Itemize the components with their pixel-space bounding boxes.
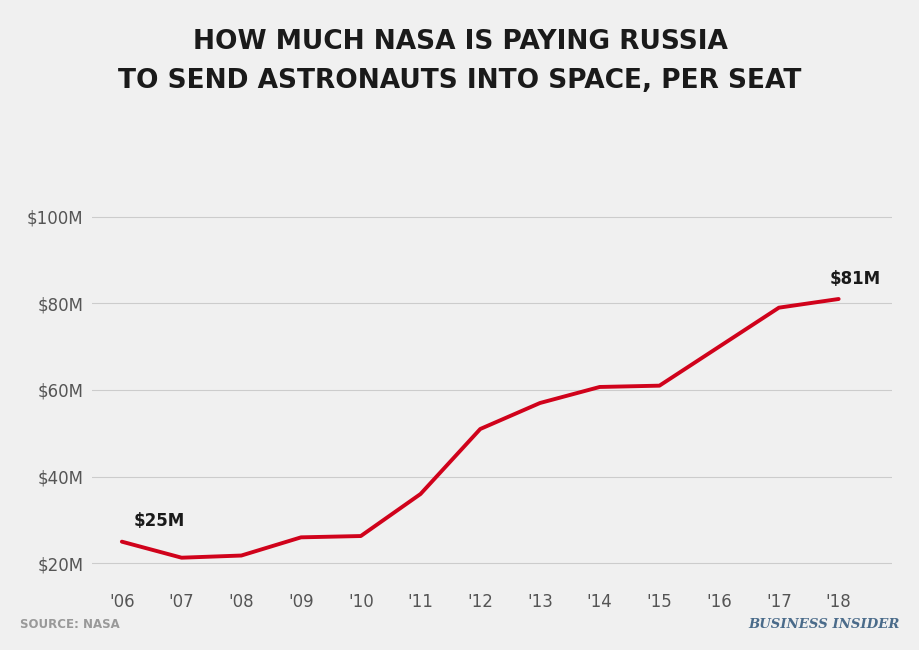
Text: $81M: $81M [829,270,879,288]
Text: HOW MUCH NASA IS PAYING RUSSIA: HOW MUCH NASA IS PAYING RUSSIA [192,29,727,55]
Text: $25M: $25M [133,512,185,530]
Text: SOURCE: NASA: SOURCE: NASA [20,618,119,631]
Text: BUSINESS INSIDER: BUSINESS INSIDER [747,618,899,631]
Text: TO SEND ASTRONAUTS INTO SPACE, PER SEAT: TO SEND ASTRONAUTS INTO SPACE, PER SEAT [119,68,800,94]
